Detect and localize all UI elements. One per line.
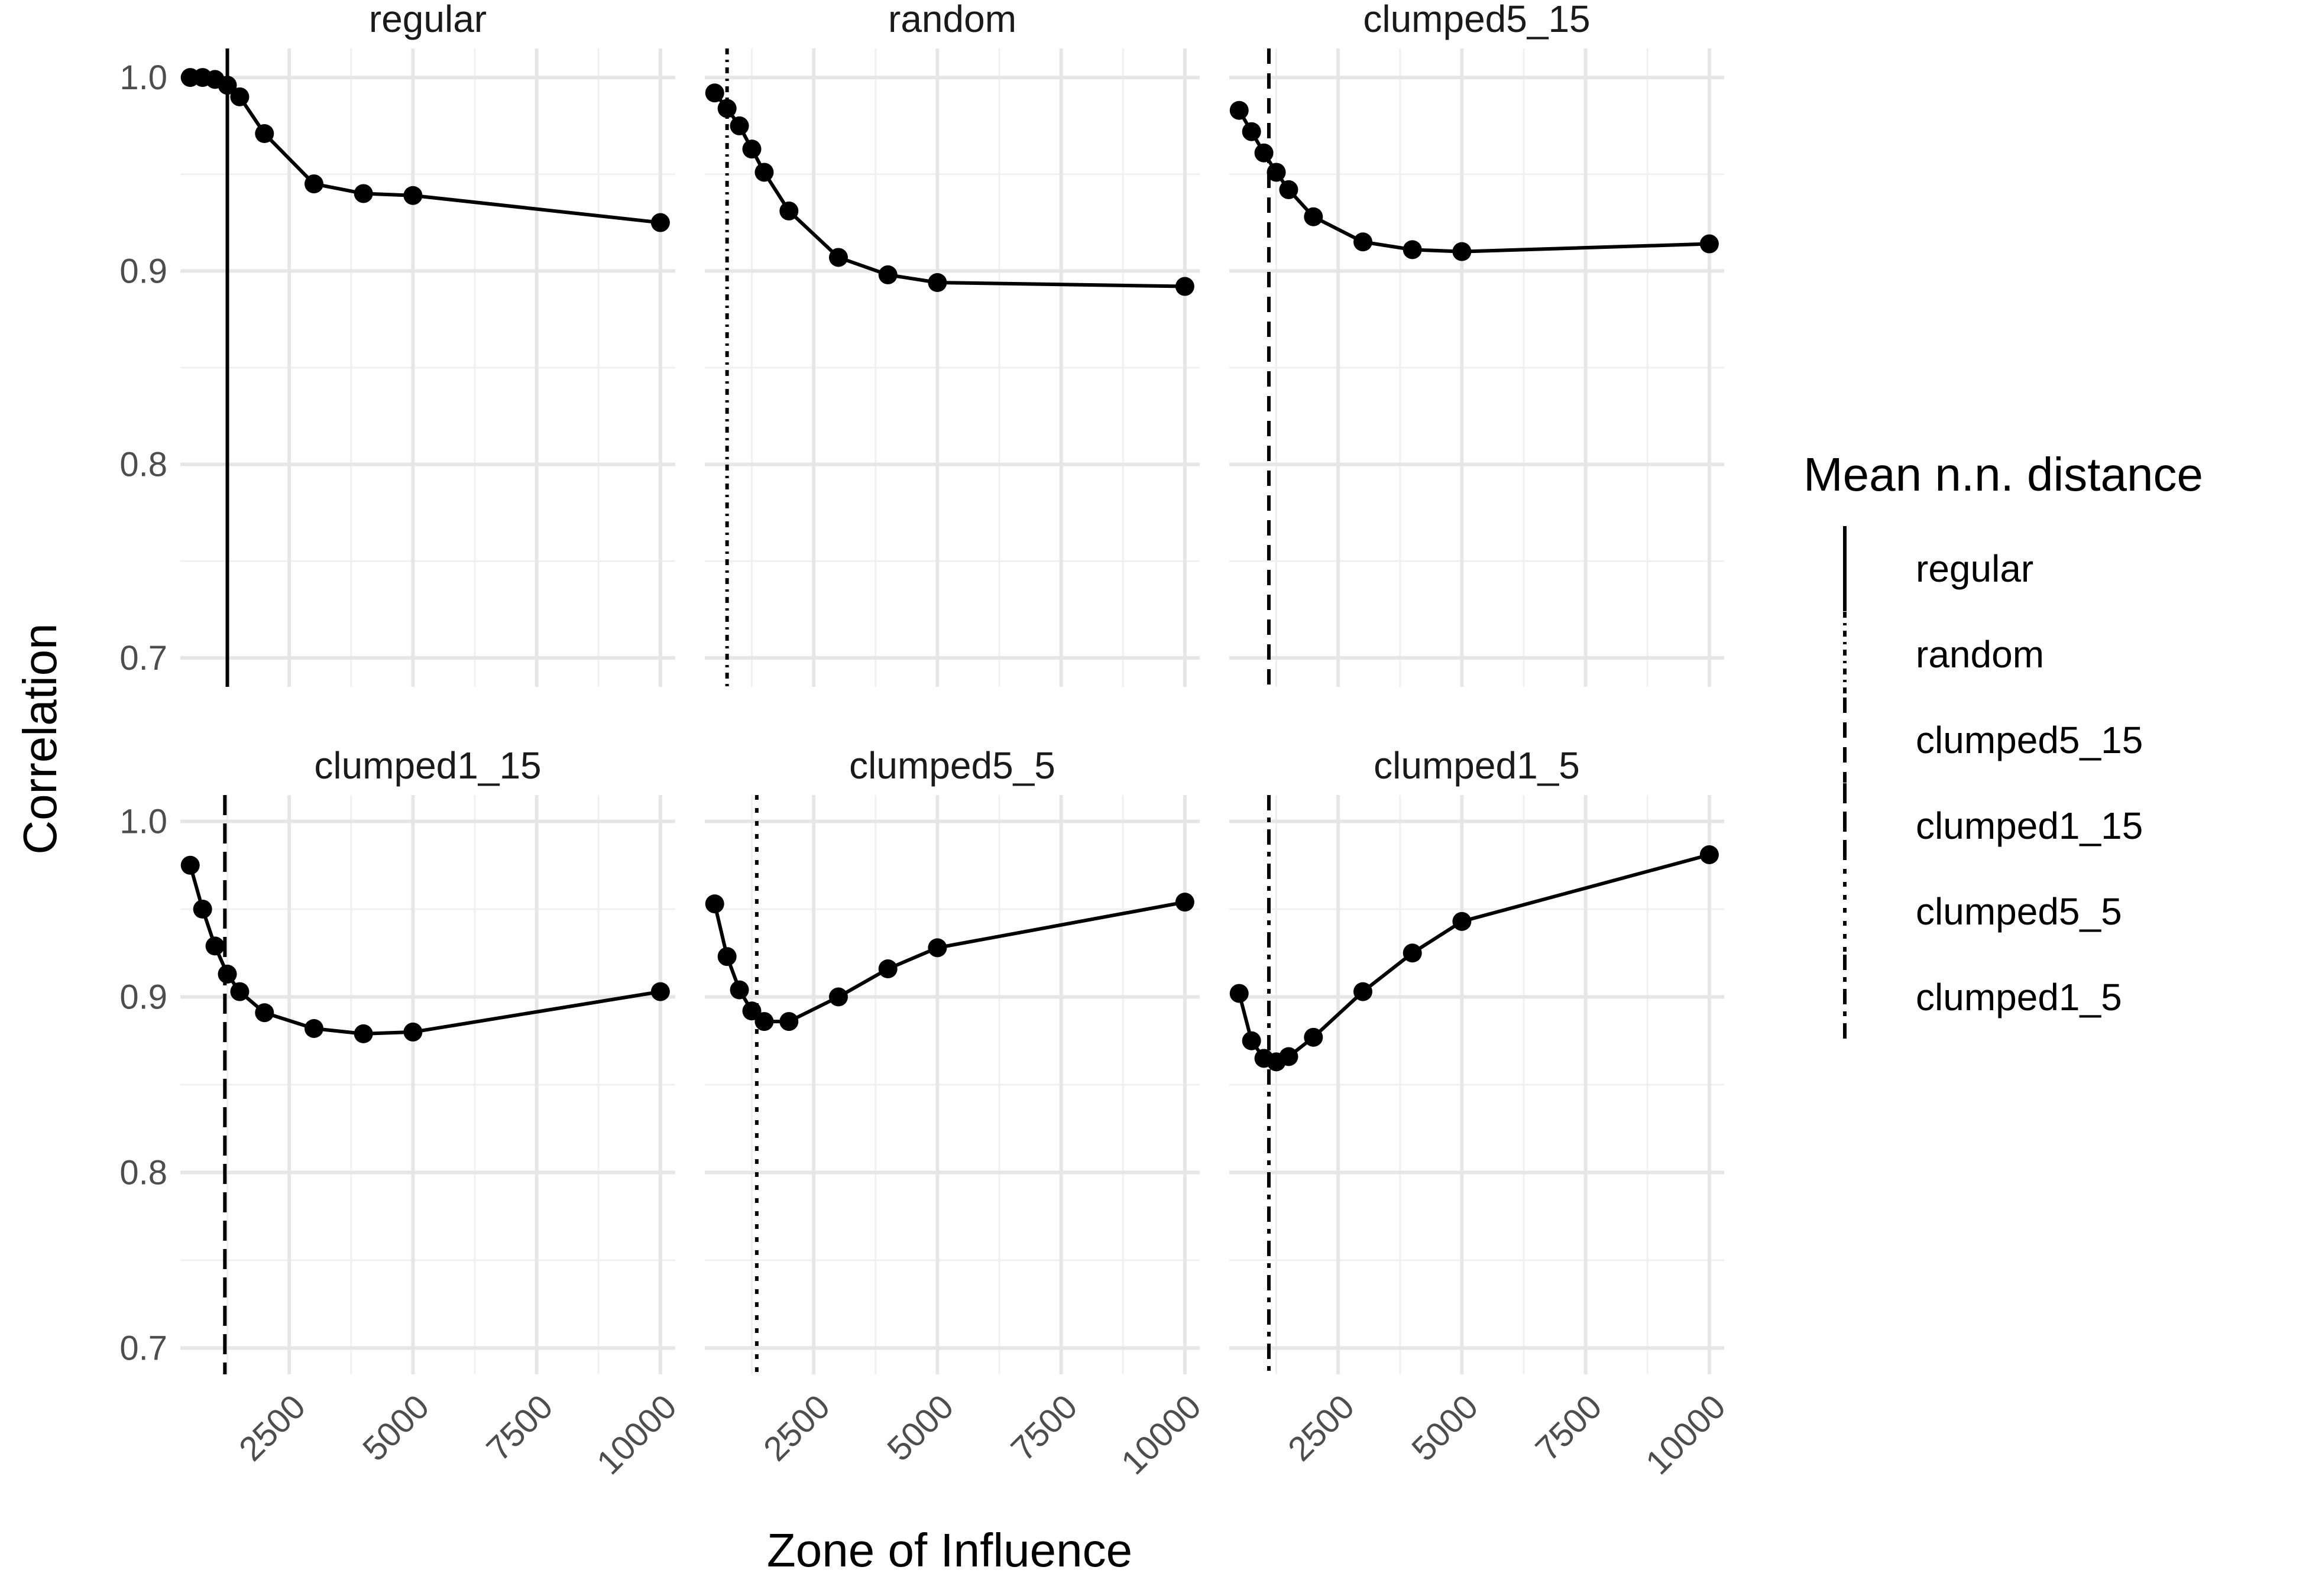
data-point xyxy=(255,1003,274,1023)
legend-label: random xyxy=(1916,633,2044,676)
y-tick-label: 1.0 xyxy=(119,803,167,841)
series-line xyxy=(713,92,1185,288)
data-point xyxy=(1267,163,1286,182)
data-point xyxy=(205,936,225,956)
panel-title: clumped1_15 xyxy=(314,744,541,787)
legend-label: clumped1_15 xyxy=(1916,805,2143,847)
data-point xyxy=(1242,1031,1261,1050)
y-tick-label: 0.9 xyxy=(119,978,167,1017)
legend-entry: clumped5_15 xyxy=(1843,698,2143,783)
legend: Mean n.n. distance regular random clumped5… xyxy=(1803,448,2203,1040)
data-point xyxy=(1242,122,1261,141)
data-point xyxy=(1353,982,1372,1001)
data-point xyxy=(828,987,848,1007)
data-point xyxy=(1229,984,1249,1003)
y-axis-title: Correlation xyxy=(14,623,66,854)
data-point xyxy=(193,900,212,919)
data-point xyxy=(230,87,250,106)
data-point xyxy=(742,140,762,159)
series-line xyxy=(712,900,1186,1024)
data-point xyxy=(717,99,737,118)
data-point xyxy=(878,959,898,978)
legend-entry: regular xyxy=(1843,526,2033,611)
data-point xyxy=(928,273,947,292)
data-point xyxy=(304,1018,323,1038)
legend-label: clumped5_15 xyxy=(1916,719,2143,761)
x-axis-title: Zone of Influence xyxy=(767,1524,1132,1576)
data-point xyxy=(650,213,670,232)
data-point xyxy=(1175,277,1194,296)
data-point xyxy=(1279,1047,1298,1066)
data-point xyxy=(717,947,737,966)
series-line xyxy=(1237,853,1710,1064)
data-point xyxy=(403,1022,423,1042)
data-point xyxy=(1175,893,1194,912)
data-point xyxy=(1353,232,1372,252)
y-tick-label: 0.8 xyxy=(119,446,167,484)
panels-layer: regular 0.7 0.8 0.9 1.0 random clumped5_15clum… xyxy=(119,0,1732,1482)
data-point xyxy=(828,248,848,267)
panel-title: random xyxy=(888,0,1016,40)
panel-title: clumped1_5 xyxy=(1374,744,1580,787)
y-tick-label: 0.8 xyxy=(119,1153,167,1192)
data-point xyxy=(1304,207,1323,226)
data-point xyxy=(705,894,724,914)
data-point xyxy=(742,1001,762,1021)
data-point xyxy=(1403,240,1422,259)
data-point xyxy=(650,982,670,1001)
data-point xyxy=(730,116,749,135)
data-point xyxy=(1452,242,1472,261)
data-point xyxy=(255,124,274,143)
panel-title: regular xyxy=(369,0,487,40)
series-line xyxy=(188,864,661,1036)
data-point xyxy=(928,938,947,958)
data-point xyxy=(354,184,373,203)
legend-entry: clumped1_15 xyxy=(1843,783,2143,868)
data-point xyxy=(779,201,799,220)
data-point xyxy=(1304,1027,1323,1047)
data-point xyxy=(354,1024,373,1043)
data-point xyxy=(1699,234,1719,254)
y-tick-label: 0.7 xyxy=(119,1329,167,1367)
y-tick-label: 0.7 xyxy=(119,639,167,677)
data-point xyxy=(230,982,250,1001)
data-point xyxy=(1279,180,1298,199)
legend-label: regular xyxy=(1916,547,2033,590)
series-line xyxy=(1238,109,1709,254)
legend-label: clumped1_5 xyxy=(1916,976,2122,1018)
legend-label: clumped5_5 xyxy=(1916,890,2122,933)
y-tick-label: 0.9 xyxy=(119,252,167,290)
data-point xyxy=(754,1012,774,1031)
legend-entry: clumped5_5 xyxy=(1843,869,2122,954)
data-point xyxy=(878,265,898,284)
data-point xyxy=(1403,943,1422,963)
data-point xyxy=(730,980,749,1000)
legend-title: Mean n.n. distance xyxy=(1803,448,2203,501)
panel-clumped5_15: clumped5_15 xyxy=(1229,0,1724,687)
panel-regular: regular 0.7 0.8 0.9 1.0 xyxy=(119,0,675,687)
y-tick-label: 1.0 xyxy=(119,59,167,97)
panel-title: clumped5_15 xyxy=(1363,0,1590,40)
data-point xyxy=(779,1012,799,1031)
data-point xyxy=(218,964,237,984)
data-point xyxy=(218,76,237,95)
legend-entry: clumped1_5 xyxy=(1843,955,2122,1040)
panel-random: random xyxy=(705,0,1200,687)
data-point xyxy=(1699,845,1719,864)
data-point xyxy=(705,83,724,103)
data-point xyxy=(180,855,200,875)
data-point xyxy=(1254,143,1274,163)
legend-entries: regular random clumped5_15 clumped1_15clump… xyxy=(1843,526,2143,1040)
data-point xyxy=(304,174,323,194)
legend-entry: random xyxy=(1843,612,2044,697)
data-point xyxy=(1229,100,1249,120)
data-point xyxy=(754,163,774,182)
data-point xyxy=(1452,911,1472,931)
panel-title: clumped5_5 xyxy=(849,744,1055,787)
data-point xyxy=(403,186,423,205)
